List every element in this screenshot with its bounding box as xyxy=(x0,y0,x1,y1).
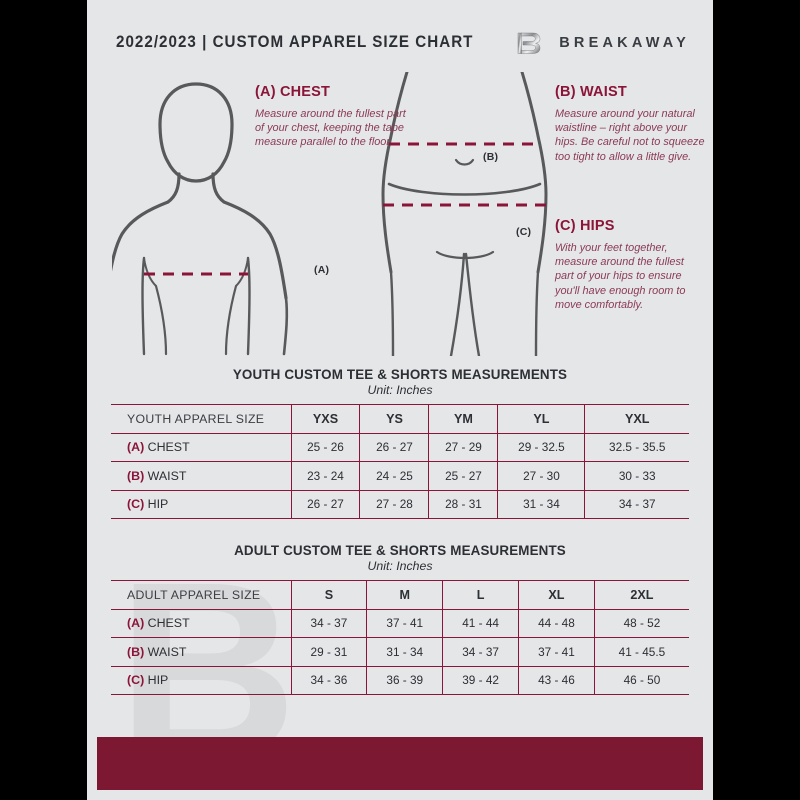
measurement-cell: 32.5 - 35.5 xyxy=(584,432,689,462)
brand-name: BREAKAWAY xyxy=(559,35,690,51)
footer-bar xyxy=(97,737,703,790)
measurement-cell: 46 - 50 xyxy=(594,665,689,695)
callout-waist-heading: (B) WAIST xyxy=(555,84,627,100)
measurement-row-label: (B) WAIST xyxy=(111,461,292,491)
measurement-cell: 28 - 31 xyxy=(428,489,499,519)
measurement-cell: 29 - 32.5 xyxy=(497,432,586,462)
brand-logo: BREAKAWAY xyxy=(516,28,690,58)
size-column-header: YL xyxy=(497,404,586,434)
youth-table-unit: Unit: Inches xyxy=(367,383,433,397)
youth-table-title: YOUTH CUSTOM TEE & SHORTS MEASUREMENTS xyxy=(232,367,568,382)
measurement-cell: 41 - 44 xyxy=(442,608,520,638)
measurement-cell: 27 - 30 xyxy=(497,461,586,491)
measurement-marker: (C) xyxy=(127,673,145,688)
size-column-header: M xyxy=(366,580,444,610)
table-row: (A) CHEST 25 - 26 26 - 27 27 - 29 29 - 32.5 3… xyxy=(111,432,689,462)
table-row: (C) HIP 34 - 36 36 - 39 39 - 42 43 - 46 46 - … xyxy=(111,665,689,695)
apparel-size-header: ADULT APPAREL SIZE xyxy=(111,580,292,610)
size-column-header: XL xyxy=(518,580,595,610)
breakaway-b-monogram-icon xyxy=(518,32,541,54)
table-row: (B) WAIST 23 - 24 24 - 25 25 - 27 27 - 30 30 … xyxy=(111,461,689,491)
table-header-row: YOUTH APPAREL SIZE YXS YS YM YL YXL xyxy=(111,404,689,434)
measurement-cell: 44 - 48 xyxy=(518,608,595,638)
callout-waist: (B) WAIST Measure around your natural wa… xyxy=(555,84,705,164)
size-chart-page: B 2022/2023 | CUSTOM APPAREL SIZE CHART xyxy=(87,0,713,800)
table-row: (B) WAIST 29 - 31 31 - 34 34 - 37 37 - 41 41 … xyxy=(111,637,689,667)
body-diagrams: (A) xyxy=(87,66,713,356)
measurement-marker: (B) xyxy=(127,644,145,659)
callout-hips: (C) HIPS With your feet together, measur… xyxy=(555,218,705,312)
page-header: 2022/2023 | CUSTOM APPAREL SIZE CHART xyxy=(87,26,713,58)
callout-waist-body: Measure around your natural waistline – … xyxy=(555,108,705,163)
measurement-cell: 48 - 52 xyxy=(594,608,689,638)
letterbox-right xyxy=(713,0,800,800)
measurement-cell: 27 - 29 xyxy=(428,432,499,462)
measurement-cell: 36 - 39 xyxy=(366,665,444,695)
measurement-cell: 26 - 27 xyxy=(359,432,430,462)
size-column-header: YS xyxy=(359,404,430,434)
measurement-cell: 25 - 26 xyxy=(291,432,361,462)
measurement-row-label: (C) HIP xyxy=(111,665,292,695)
measurement-marker: (C) xyxy=(127,497,145,512)
table-row: (C) HIP 26 - 27 27 - 28 28 - 31 31 - 34 34 - … xyxy=(111,489,689,519)
measurement-cell: 34 - 37 xyxy=(291,608,368,638)
measurement-row-label: (C) HIP xyxy=(111,489,292,519)
callout-chest-heading: (A) CHEST xyxy=(255,84,331,100)
youth-measurements-block: YOUTH CUSTOM TEE & SHORTS MEASUREMENTS U… xyxy=(111,367,689,519)
hips-measure-label: (C) xyxy=(516,226,532,238)
measurement-cell: 34 - 36 xyxy=(291,665,368,695)
measurement-cell: 27 - 28 xyxy=(359,489,430,519)
measurement-cell: 39 - 42 xyxy=(442,665,520,695)
measurement-cell: 31 - 34 xyxy=(366,637,444,667)
measurement-row-label: (B) WAIST xyxy=(111,637,292,667)
measurement-marker: (A) xyxy=(127,616,145,631)
youth-size-table: YOUTH APPAREL SIZE YXS YS YM YL YXL (A) CHEST 2… xyxy=(111,404,689,519)
size-column-header: YXS xyxy=(291,404,361,434)
table-header-row: ADULT APPAREL SIZE S M L XL 2XL xyxy=(111,580,689,610)
measurement-cell: 31 - 34 xyxy=(497,489,586,519)
adult-measurements-block: ADULT CUSTOM TEE & SHORTS MEASUREMENTS U… xyxy=(111,543,689,695)
measurement-cell: 26 - 27 xyxy=(291,489,361,519)
measurement-cell: 43 - 46 xyxy=(518,665,595,695)
measurement-row-label: (A) CHEST xyxy=(111,608,292,638)
adult-table-title: ADULT CUSTOM TEE & SHORTS MEASUREMENTS xyxy=(234,543,566,558)
measurement-cell: 25 - 27 xyxy=(428,461,499,491)
measurement-marker: (B) xyxy=(127,468,145,483)
size-column-header: YXL xyxy=(584,404,689,434)
table-row: (A) CHEST 34 - 37 37 - 41 41 - 44 44 - 48 48 … xyxy=(111,608,689,638)
adult-size-table: ADULT APPAREL SIZE S M L XL 2XL (A) CHEST 34 - … xyxy=(111,580,689,695)
measurement-cell: 37 - 41 xyxy=(366,608,444,638)
upper-body-figure xyxy=(112,82,289,356)
letterbox-left xyxy=(0,0,87,800)
size-column-header: YM xyxy=(428,404,499,434)
measurement-cell: 29 - 31 xyxy=(291,637,368,667)
size-column-header: L xyxy=(442,580,520,610)
adult-table-unit: Unit: Inches xyxy=(367,559,433,573)
measurement-cell: 30 - 33 xyxy=(584,461,689,491)
callout-hips-body: With your feet together, measure around … xyxy=(555,242,686,311)
measurement-cell: 34 - 37 xyxy=(584,489,689,519)
lower-body-figure xyxy=(381,72,548,356)
measurement-cell: 37 - 41 xyxy=(518,637,595,667)
measurement-cell: 24 - 25 xyxy=(359,461,430,491)
size-column-header: 2XL xyxy=(594,580,689,610)
callout-hips-heading: (C) HIPS xyxy=(555,218,615,234)
callout-chest-body: Measure around the fullest part of your … xyxy=(255,108,406,149)
chest-measure-label: (A) xyxy=(314,264,330,276)
apparel-size-header: YOUTH APPAREL SIZE xyxy=(111,404,292,434)
measurement-cell: 23 - 24 xyxy=(291,461,361,491)
size-column-header: S xyxy=(291,580,368,610)
page-title: 2022/2023 | CUSTOM APPAREL SIZE CHART xyxy=(116,32,474,51)
measurement-marker: (A) xyxy=(127,440,145,455)
measurement-cell: 34 - 37 xyxy=(442,637,520,667)
measurement-row-label: (A) CHEST xyxy=(111,432,292,462)
waist-measure-label: (B) xyxy=(483,151,499,163)
measurement-cell: 41 - 45.5 xyxy=(594,637,689,667)
callout-chest: (A) CHEST Measure around the fullest par… xyxy=(255,84,410,150)
